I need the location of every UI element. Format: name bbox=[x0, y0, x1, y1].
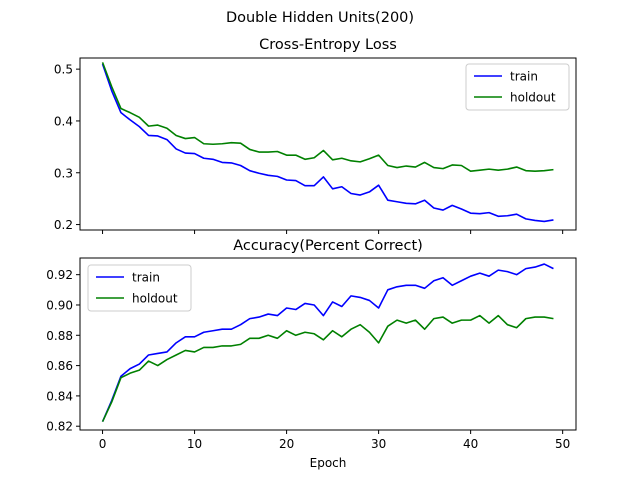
y-tick-label: 0.90 bbox=[46, 298, 73, 312]
x-tick-label: 30 bbox=[371, 437, 386, 451]
accuracy-chart-frame bbox=[79, 257, 577, 431]
y-tick-label: 0.82 bbox=[46, 420, 73, 434]
y-tick-label: 0.88 bbox=[46, 329, 73, 343]
x-tick-label: 0 bbox=[99, 437, 107, 451]
accuracy-chart-ticks: 0 10 20 30 40 50 0.82 0.84 0.86 0.88 0.90 0.92 bbox=[46, 268, 570, 451]
y-tick-label: 0.92 bbox=[46, 268, 73, 282]
loss-chart-title: Cross-Entropy Loss bbox=[259, 37, 397, 53]
x-tick-label: 50 bbox=[555, 437, 570, 451]
legend-label-train: train bbox=[132, 271, 160, 285]
loss-chart-ticks: 0.2 0.3 0.4 0.5 bbox=[54, 63, 564, 234]
y-tick-label: 0.3 bbox=[54, 166, 73, 180]
accuracy-chart-legend: train holdout bbox=[87, 264, 192, 312]
x-tick-label: 10 bbox=[187, 437, 202, 451]
series-line-train bbox=[101, 263, 554, 422]
series-line-holdout bbox=[101, 62, 554, 172]
y-tick-label: 0.2 bbox=[54, 218, 73, 232]
y-tick-label: 0.84 bbox=[46, 389, 73, 403]
legend-label-holdout: holdout bbox=[510, 91, 556, 105]
loss-chart: Cross-Entropy Loss 0.2 0.3 0.4 0.5 train hol… bbox=[54, 37, 577, 234]
series-line-holdout bbox=[101, 314, 554, 423]
legend-label-holdout: holdout bbox=[132, 292, 178, 306]
accuracy-chart-title: Accuracy(Percent Correct) bbox=[233, 238, 423, 254]
loss-chart-lines bbox=[101, 62, 554, 223]
loss-chart-frame bbox=[79, 57, 577, 231]
x-axis-label: Epoch bbox=[310, 456, 347, 470]
x-tick-label: 40 bbox=[463, 437, 478, 451]
y-tick-label: 0.86 bbox=[46, 359, 73, 373]
x-tick-label: 20 bbox=[279, 437, 294, 451]
loss-chart-legend: train holdout bbox=[465, 63, 570, 111]
accuracy-chart-lines bbox=[101, 263, 554, 423]
series-line-train bbox=[101, 63, 554, 223]
y-tick-label: 0.5 bbox=[54, 63, 73, 77]
y-tick-label: 0.4 bbox=[54, 114, 73, 128]
legend-label-train: train bbox=[510, 70, 538, 84]
figure-title: Double Hidden Units(200) bbox=[226, 10, 414, 26]
accuracy-chart: Accuracy(Percent Correct) 0 10 20 30 40 50 0.8… bbox=[46, 238, 577, 470]
